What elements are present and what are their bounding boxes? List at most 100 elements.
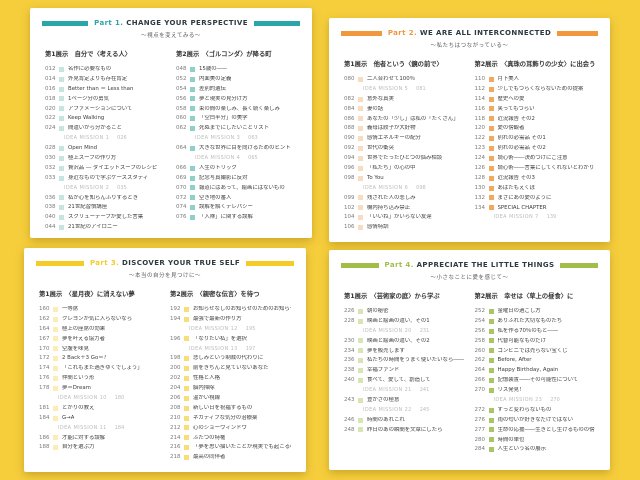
entry-title: Open Mind [68, 145, 98, 152]
idea-mission-page: 035 [117, 184, 127, 191]
entry-page-number: 098 [344, 174, 355, 181]
entry-title: 内面美の定義 [199, 75, 232, 82]
toc-entry: 214 ふたつの特権 [170, 435, 291, 442]
entry-marker-icon [358, 205, 363, 211]
toc-entry: 080 二人合わせて100％ [344, 76, 465, 83]
toc-entry: 228 映画と絵画の違い、その1 [344, 318, 465, 325]
entry-page-number: 030 [45, 155, 56, 162]
entry-marker-icon [488, 338, 494, 344]
entry-page-number: 188 [39, 444, 50, 451]
entry-marker-icon [358, 308, 363, 314]
entry-page-number: 036 [45, 194, 56, 201]
entry-title: 1ページ分の勇気 [68, 95, 110, 102]
toc-entry: 070 報道にはあって、絵画にはないもの [176, 185, 297, 192]
entry-page-number: 058 [176, 105, 187, 112]
entry-title: 金曜日の過ごし方 [497, 308, 541, 314]
toc-entry: 208 新しい日を祝福するもの [170, 405, 291, 412]
toc-entry: 048 15歳の―― [176, 66, 297, 73]
part-number-label: Part 3. [89, 259, 123, 267]
entry-title: 外見肯定よりも存在肯定 [68, 75, 128, 82]
title-bar-left-icon [341, 262, 379, 268]
entry-title: 豊かさの極意 [367, 397, 400, 404]
entry-page-number: 230 [344, 337, 355, 344]
entry-title: 意外な真実 [367, 95, 394, 102]
idea-mission-label: IDEA MISSION 20 [363, 327, 412, 334]
toc-entry: 044 21世紀のアイロニー [45, 224, 166, 231]
toc-entry: 260 コンビニでは売らない宝くじ [475, 348, 596, 355]
entry-title: 2 Back＋3 Go＝？ [62, 355, 110, 362]
entry-title: 歴史への愛 [497, 95, 525, 102]
entry-title: 最高の同伴者 [193, 454, 226, 461]
entry-page-number: 196 [170, 335, 181, 342]
part-number-label: Part 1. [94, 19, 127, 27]
entry-title: 機内持ち込み禁止 [367, 204, 411, 211]
toc-entry: 256 私を作る70％のもと―― [475, 328, 596, 335]
toc-entry: 132 まさにあの愛のように [475, 195, 596, 202]
entry-title: 時間のあれこれ [367, 416, 405, 423]
idea-mission-label: IDEA MISSION 3 [195, 135, 241, 142]
entry-title: とがりの教え [62, 404, 95, 411]
entry-title: ふたつの特権 [193, 434, 226, 441]
entry-page-number: 060 [176, 115, 187, 122]
entry-title: 前をきちんと見ていないあなた [193, 365, 269, 372]
toc-entry: 186 才能に対する誤解 [39, 435, 160, 442]
entry-title: Happy Birthday, Again [497, 367, 559, 374]
entry-title: 誤解を解くテレパシー [199, 204, 253, 211]
entry-page-number: 120 [474, 125, 486, 132]
entry-marker-icon [488, 165, 494, 171]
entry-marker-icon [184, 385, 189, 391]
entry-marker-icon [358, 145, 363, 151]
exhibit-header: 第1展示 自分で〈考える人〉 [45, 51, 132, 58]
entry-page-number: 218 [170, 454, 181, 461]
entry-page-number: 118 [474, 115, 486, 122]
toc-entry: 258 代替可能なものだけ [475, 338, 596, 345]
entry-title: 才能に対する誤解 [62, 434, 106, 441]
toc-entry: 216 「夢を思い描いたことが現実でも起こるのです」 [170, 444, 291, 451]
entry-marker-icon [53, 415, 58, 421]
idea-mission-row: IDEA MISSION 23 270 [475, 397, 596, 404]
entry-marker-icon [190, 145, 195, 151]
toc-entry: 160 一等席 [39, 306, 160, 313]
entry-title: 大きな世界に目を向けるためのヒント [199, 145, 291, 152]
entry-title: 別れの必需品 その2 [497, 145, 546, 152]
entry-marker-icon [358, 348, 363, 354]
entry-title: 人生という名の展示 [497, 446, 547, 453]
entry-page-number: 194 [170, 315, 181, 322]
entry-title: 一等席 [62, 306, 79, 312]
entry-page-number: 226 [344, 308, 355, 314]
part-title: Part 1. CHANGE YOUR PERSPECTIVE [94, 19, 248, 27]
entry-page-number: 024 [45, 125, 56, 132]
entry-title: 悲しみという制裁の代わりに [193, 355, 264, 362]
part-title: Part 2. WE ARE ALL INTERCONNECTED [388, 29, 551, 37]
entry-title: Before, After [497, 357, 532, 364]
exhibit-header: 第1展示 他者という〈鏡の前で〉 [344, 61, 443, 68]
toc-entry: 116 笑ってもつらい [475, 106, 596, 113]
entry-page-number: 032 [45, 164, 56, 171]
entry-page-number: 066 [176, 164, 187, 171]
toc-entry: 200 前をきちんと見ていないあなた [170, 365, 291, 372]
part-title: Part 3. DISCOVER YOUR TRUE SELF [90, 259, 240, 267]
entry-page-number: 028 [45, 145, 56, 152]
entry-marker-icon [358, 76, 363, 82]
entry-page-number: 126 [474, 165, 486, 172]
entry-page-number: 184 [39, 414, 50, 421]
idea-mission-label: IDEA MISSION 22 [363, 406, 412, 413]
entry-title: ありふれた大切なものたち [497, 317, 563, 324]
entry-page-number: 264 [474, 367, 486, 374]
entry-page-number: 014 [45, 75, 56, 82]
entry-marker-icon [358, 165, 363, 171]
entry-marker-icon [184, 455, 189, 461]
entry-page-number: 277 [474, 426, 486, 433]
entry-title: 残された人の悲しみ [367, 194, 416, 201]
idea-mission-row: IDEA MISSION 4 065 [176, 155, 297, 162]
entry-title: 二人合わせて100％ [367, 76, 416, 82]
entry-title: 「空白半分」の美学 [199, 115, 248, 122]
entry-title: 21世紀のアイロニー [68, 224, 118, 231]
entry-page-number: 062 [176, 125, 187, 132]
toc-entry: 167 夢を叶える協力者 [39, 336, 160, 343]
entry-marker-icon [358, 215, 363, 221]
entry-page-number: 240 [344, 377, 355, 384]
entry-page-number: 181 [39, 404, 50, 411]
entry-title: 感情特訓 [367, 224, 389, 231]
entry-title: 少しでもつらくならないための提案 [497, 85, 584, 92]
